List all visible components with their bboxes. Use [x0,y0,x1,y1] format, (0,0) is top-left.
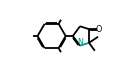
Text: O: O [95,25,102,34]
Text: N: N [77,38,83,48]
